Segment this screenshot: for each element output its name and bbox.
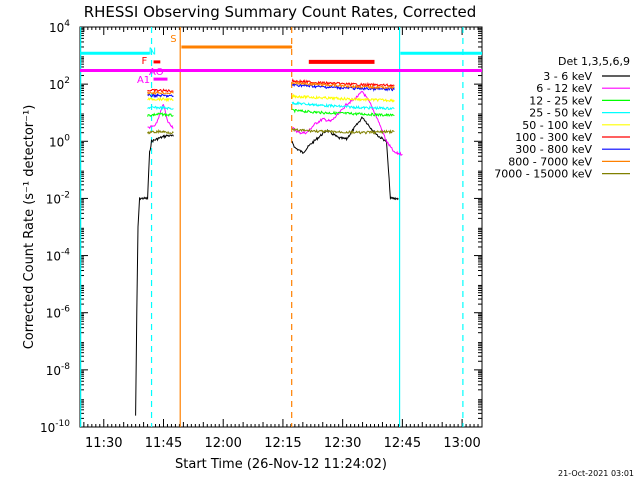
series-line [291, 80, 395, 91]
legend-label: 6 - 12 keV [536, 82, 592, 95]
legend-label: 800 - 7000 keV [508, 155, 592, 168]
x-axis: 11:30 11:45 12:00 12:15 12:30 12:45 13:00 [83, 27, 483, 451]
legend-label: 100 - 300 keV [515, 131, 592, 144]
series-line [291, 78, 395, 88]
y-axis-label: Corrected Count Rate (s⁻¹ detector⁻¹) [22, 105, 37, 350]
legend-label: 3 - 6 keV [543, 70, 592, 83]
series-line [147, 112, 174, 118]
x-tick-label: 12:15 [264, 436, 301, 451]
legend-label: 25 - 50 keV [529, 107, 592, 120]
y-tick-label: 10-2 [46, 190, 70, 206]
series-line [291, 101, 395, 111]
legend-label: 300 - 800 keV [515, 143, 592, 156]
legend-title: Det 1,3,5,6,9 [558, 55, 630, 68]
annotation-label: N [149, 46, 156, 57]
x-tick-label: 12:30 [324, 436, 361, 451]
series-line [135, 134, 174, 416]
footer-date: 21-Oct-2021 03:01 [558, 469, 634, 478]
annotations [80, 27, 482, 427]
x-tick-label: 11:30 [85, 436, 122, 451]
series-line [147, 93, 174, 99]
plot-area [79, 26, 483, 428]
series-line [147, 90, 174, 96]
legend-label: 50 - 100 keV [522, 119, 592, 132]
plot-border [79, 26, 483, 428]
legend-label: 12 - 25 keV [529, 94, 592, 107]
series-line [292, 108, 395, 117]
series-line [291, 93, 395, 103]
annotation-label: A1 [137, 75, 150, 86]
chart-title: RHESSI Observing Summary Count Rates, Co… [84, 3, 477, 21]
series-line [291, 127, 395, 136]
y-tick-label: 104 [49, 19, 70, 35]
series-line [291, 91, 403, 156]
y-tick-label: 10-8 [46, 362, 71, 378]
series-line [147, 128, 174, 135]
x-tick-label: 12:45 [384, 436, 421, 451]
series-line [291, 116, 399, 201]
series-line [147, 88, 174, 93]
y-tick-label: 100 [49, 133, 70, 149]
legend-label: 7000 - 15000 keV [494, 168, 592, 181]
y-tick-label: 10-10 [40, 419, 70, 435]
y-tick-label: 102 [49, 76, 70, 92]
annotation-label: F [141, 56, 147, 67]
series-line [147, 104, 174, 130]
annotation-label: AO [149, 67, 164, 78]
x-tick-label: 11:45 [145, 436, 182, 451]
x-axis-label: Start Time (26-Nov-12 11:24:02) [175, 457, 387, 472]
y-tick-label: 10-4 [46, 248, 71, 264]
x-tick-label: 12:00 [204, 436, 241, 451]
annotation-label: S [170, 34, 176, 45]
y-axis: 10-10 10-8 10-6 10-4 10-2 100 102 104 [40, 19, 482, 435]
series-line [147, 105, 174, 111]
y-tick-label: 10-6 [46, 305, 71, 321]
series-lines [135, 78, 403, 416]
series-line [147, 96, 174, 103]
x-tick-label: 13:00 [443, 436, 480, 451]
